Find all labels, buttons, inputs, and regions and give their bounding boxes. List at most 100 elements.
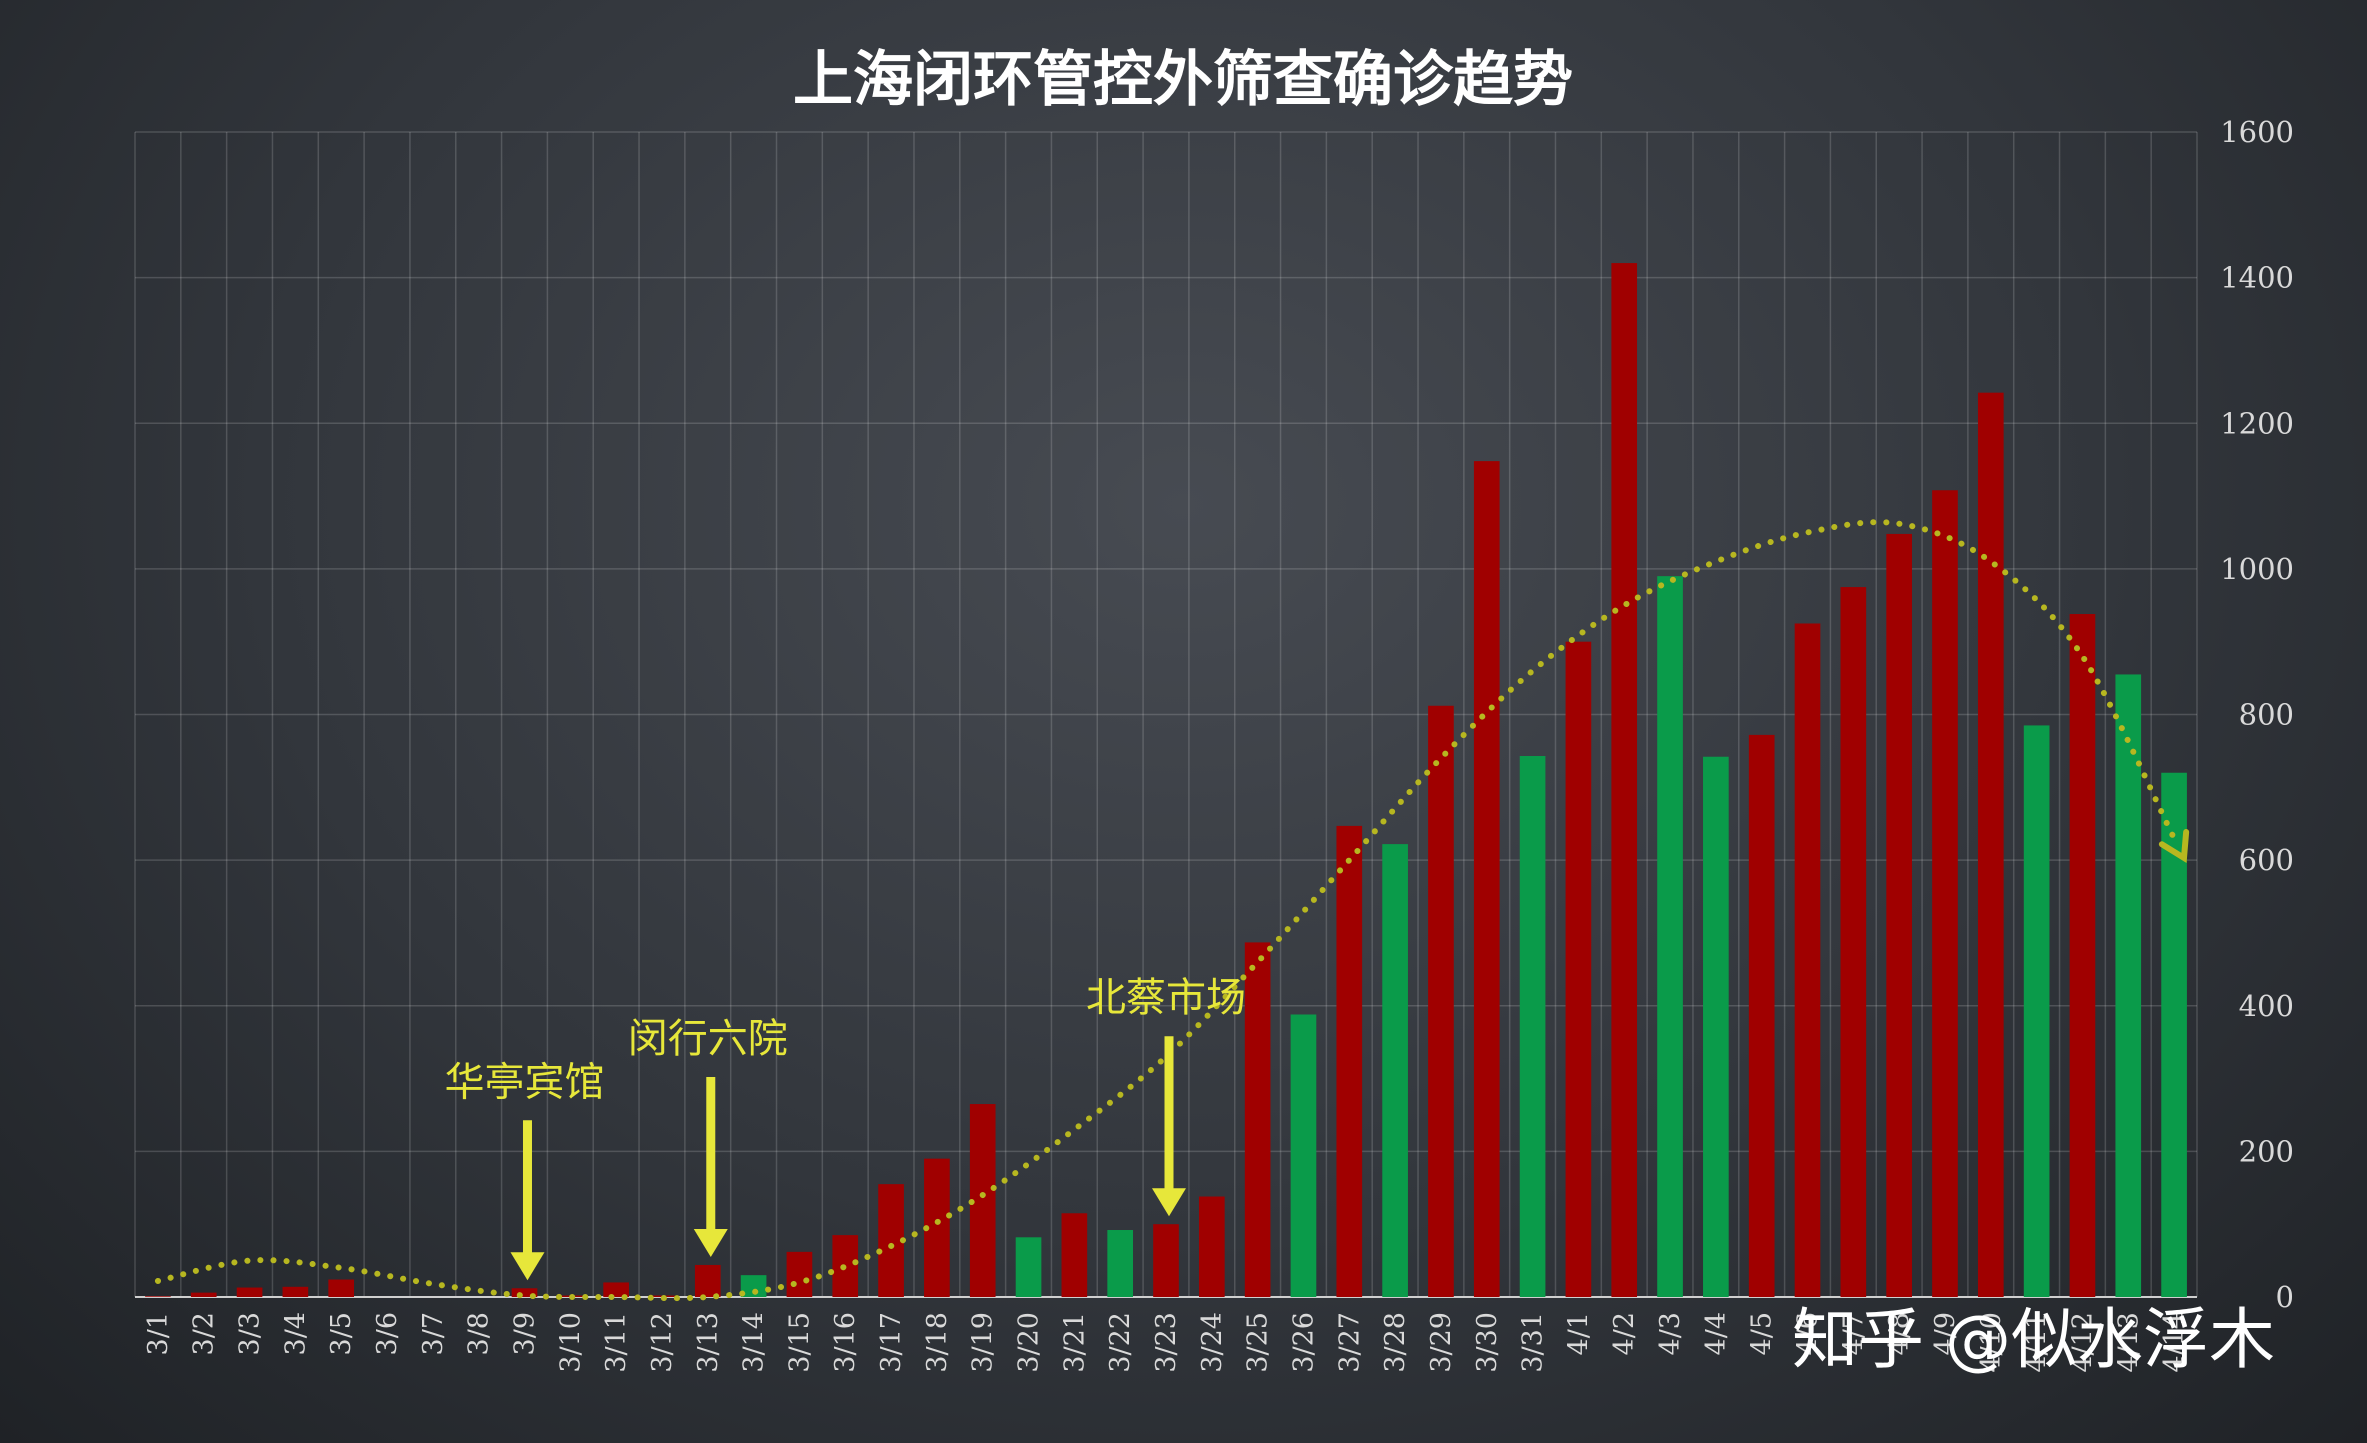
x-tick-label: 3/11 [601, 1312, 632, 1373]
x-tick-label: 3/3 [235, 1312, 266, 1355]
x-tick-label: 4/7 [1838, 1312, 1869, 1355]
x-tick-label: 3/16 [830, 1312, 861, 1373]
x-tick-label: 3/7 [418, 1312, 449, 1355]
x-tick-label: 4/4 [1701, 1312, 1732, 1355]
x-tick-label: 3/20 [1014, 1312, 1045, 1373]
bar [1932, 490, 1958, 1297]
x-tick-label: 4/5 [1747, 1312, 1778, 1355]
x-tick-label: 3/28 [1380, 1312, 1411, 1373]
bar [1977, 392, 2004, 1297]
bar [1840, 587, 1867, 1297]
bar [878, 1184, 904, 1297]
bar [1748, 734, 1775, 1297]
y-tick-label: 0 [2276, 1280, 2294, 1314]
x-tick-label: 4/8 [1884, 1312, 1915, 1355]
bar [2115, 674, 2142, 1297]
y-tick-label: 600 [2239, 843, 2294, 877]
annotation-label: 闵行六院 [628, 1016, 788, 1062]
x-tick-label: 4/12 [2067, 1312, 2098, 1373]
y-tick-label: 1400 [2220, 261, 2294, 295]
annotation-label: 华亭宾馆 [444, 1059, 604, 1105]
x-tick-label: 3/4 [280, 1312, 311, 1355]
x-tick-label: 3/9 [509, 1312, 540, 1355]
bar [328, 1279, 355, 1297]
x-tick-label: 3/26 [1288, 1312, 1319, 1373]
x-tick-label: 4/11 [2022, 1312, 2053, 1373]
chart-title: 上海闭环管控外筛查确诊趋势 [793, 45, 1573, 115]
bar [2023, 725, 2050, 1297]
x-tick-label: 3/15 [784, 1312, 815, 1373]
bar [1015, 1237, 1042, 1297]
y-tick-label: 800 [2239, 698, 2294, 732]
x-tick-label: 3/1 [143, 1312, 174, 1355]
bar [1382, 844, 1408, 1297]
x-tick-label: 4/14 [2159, 1312, 2190, 1373]
bar [1153, 1224, 1179, 1297]
annotation-label: 北蔡市场 [1086, 975, 1246, 1021]
x-tick-label: 4/13 [2113, 1312, 2144, 1373]
bar [1198, 1196, 1225, 1297]
x-tick-label: 4/2 [1609, 1312, 1640, 1355]
y-tick-labels: 0 200 400 600 800 1000 1200 1400 1600 [2220, 115, 2294, 1314]
x-tick-label: 3/25 [1243, 1312, 1274, 1373]
bar [1061, 1213, 1088, 1297]
bar [282, 1286, 309, 1297]
y-tick-label: 1200 [2220, 406, 2294, 440]
x-tick-label: 3/30 [1472, 1312, 1503, 1373]
annotation-arrowhead [693, 1228, 728, 1257]
y-tick-label: 1000 [2220, 552, 2294, 586]
x-tick-label: 3/12 [647, 1312, 678, 1373]
bar [1611, 263, 1638, 1297]
y-tick-label: 1600 [2220, 115, 2294, 149]
annotation-arrowhead [510, 1252, 545, 1281]
trend-line [154, 519, 2178, 1302]
bar [1886, 533, 1912, 1297]
annotation-arrowhead [1152, 1188, 1186, 1217]
bar [1519, 756, 1546, 1297]
x-tick-label: 3/22 [1105, 1312, 1136, 1373]
x-tick-label: 3/10 [555, 1312, 586, 1373]
x-tick-label: 3/24 [1197, 1312, 1228, 1373]
bar [1244, 942, 1271, 1297]
x-tick-label: 3/8 [464, 1312, 495, 1355]
bar [190, 1292, 217, 1297]
x-tick-label: 4/10 [1976, 1312, 2007, 1373]
x-tick-label: 3/18 [922, 1312, 953, 1373]
trend-line-group [154, 519, 2190, 1302]
bar [511, 1288, 538, 1297]
x-tick-label: 3/13 [693, 1312, 724, 1373]
y-tick-label: 400 [2239, 989, 2294, 1023]
bar [1703, 756, 1729, 1297]
bar [236, 1287, 263, 1297]
x-tick-label: 3/5 [326, 1312, 357, 1355]
x-tick-label: 3/21 [1059, 1312, 1090, 1373]
bar [694, 1264, 721, 1297]
watermark: 知乎 @似水浮木 [1792, 1301, 2275, 1378]
x-tick-label: 3/14 [739, 1312, 770, 1373]
bar [1657, 576, 1683, 1297]
x-tick-label: 3/2 [189, 1312, 220, 1355]
x-tick-label: 3/23 [1151, 1312, 1182, 1373]
x-tick-labels: 3/1 3/2 3/3 3/4 3/5 3/6 3/7 3/8 3/9 3/10 3/11 3/12 3… [143, 1312, 2190, 1373]
x-tick-label: 3/27 [1334, 1312, 1365, 1373]
x-tick-label: 3/19 [968, 1312, 999, 1373]
bar [1794, 623, 1821, 1297]
bar [1107, 1230, 1134, 1297]
bar [786, 1251, 813, 1297]
bar [145, 1296, 171, 1297]
bar [2069, 614, 2096, 1297]
trend-arrowhead [2158, 829, 2190, 864]
bar [1428, 705, 1454, 1297]
bar [740, 1275, 767, 1297]
x-tick-label: 4/6 [1793, 1312, 1824, 1355]
x-tick-label: 4/3 [1655, 1312, 1686, 1355]
x-tick-label: 3/29 [1426, 1312, 1457, 1373]
bar [1565, 641, 1592, 1297]
bar [1336, 825, 1363, 1297]
x-tick-label: 4/1 [1563, 1312, 1594, 1355]
x-tick-label: 3/6 [372, 1312, 403, 1355]
bar [1473, 461, 1500, 1297]
